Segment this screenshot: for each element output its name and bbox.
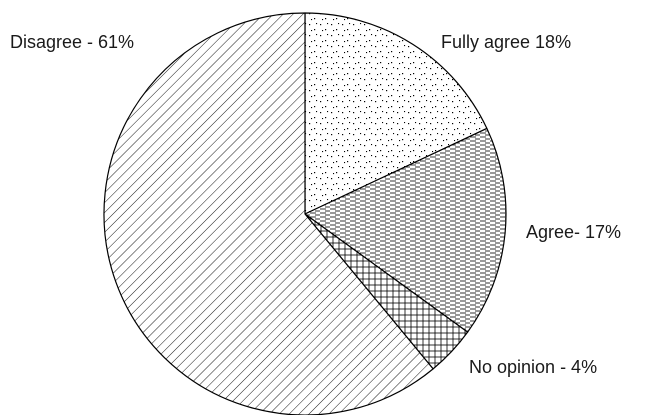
slice-label-disagree: Disagree - 61% xyxy=(10,32,134,52)
pie-slice-fully-agree xyxy=(304,12,488,215)
slice-label-fully-agree: Fully agree 18% xyxy=(441,32,571,52)
pie-slice-agree xyxy=(304,127,507,333)
pie-slices xyxy=(103,12,507,415)
pie-labels: Fully agree 18% Agree- 17% No opinion - … xyxy=(10,32,621,377)
pie-slice-disagree xyxy=(103,12,434,415)
slice-label-no-opinion: No opinion - 4% xyxy=(469,357,597,377)
slice-label-agree: Agree- 17% xyxy=(526,222,621,242)
